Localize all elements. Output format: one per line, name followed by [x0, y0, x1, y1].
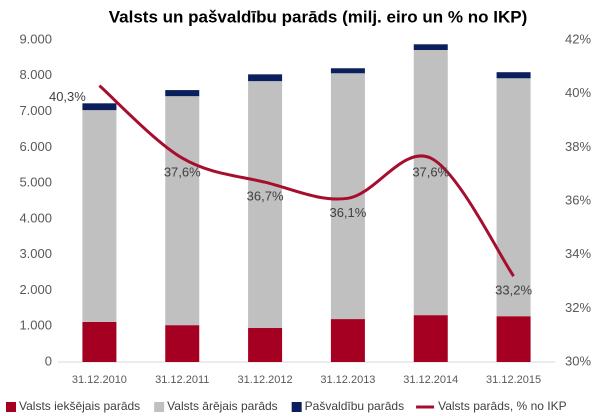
bar-segment: [82, 110, 117, 322]
line: [98, 84, 515, 277]
legend-label: Pašvaldību parāds: [305, 399, 404, 413]
y2-tick-label: 42%: [565, 31, 591, 46]
bar-segment: [496, 78, 531, 317]
y2-tick-label: 40%: [565, 85, 591, 100]
y2-tick-label: 32%: [565, 300, 591, 315]
data-label: 40,3%: [49, 89, 86, 104]
x-tick-label: 31.12.2011: [155, 374, 209, 386]
x-tick-label: 31.12.2012: [238, 374, 293, 386]
bar-segment: [165, 325, 200, 362]
y-tick-label: 9.000: [19, 31, 52, 46]
y-tick-label: 2.000: [19, 282, 52, 297]
bar-segment: [165, 96, 200, 326]
x-tick-label: 31.12.2015: [486, 374, 541, 386]
data-label: 37,6%: [164, 165, 201, 180]
data-label: 36,7%: [247, 189, 284, 204]
y-tick-label: 7.000: [19, 103, 52, 118]
legend-label: Valsts iekšējais parāds: [19, 399, 140, 413]
y2-tick-label: 36%: [565, 192, 591, 207]
bar-segment: [82, 103, 117, 111]
x-tick-label: 31.12.2010: [72, 374, 127, 386]
legend-label: Valsts ārējais parāds: [167, 399, 278, 413]
x-tick-label: 31.12.2014: [403, 374, 458, 386]
legend-symbol: [291, 402, 302, 412]
bar-segment: [413, 50, 448, 316]
y-tick-label: 6.000: [19, 139, 52, 154]
y-tick-label: 8.000: [19, 67, 52, 82]
bar-segment: [248, 74, 283, 82]
bar-segment: [165, 90, 200, 97]
y2-tick-label: 38%: [565, 139, 591, 154]
legend-label: Valsts parāds, % no IKP: [438, 399, 567, 413]
bar-segment: [413, 315, 448, 362]
data-label: 36,1%: [329, 205, 366, 220]
bar-segment: [82, 321, 117, 362]
data-label: 33,2%: [495, 283, 532, 298]
bar-segment: [248, 328, 283, 362]
y-tick-label: 1.000: [19, 318, 52, 333]
y-tick-label: 4.000: [19, 210, 52, 225]
bar-segment: [330, 68, 365, 74]
bar-segment: [496, 72, 531, 79]
y-tick-label: 0: [45, 353, 52, 368]
data-label: 37,6%: [412, 165, 449, 180]
y2-tick-label: 30%: [565, 353, 591, 368]
bar-segment: [248, 81, 283, 329]
legend-symbol: [154, 402, 165, 412]
bar-segment: [330, 319, 365, 362]
legend-symbol: [6, 402, 16, 412]
chart-title: Valsts un pašvaldību parāds (milj. eiro …: [109, 7, 527, 26]
bar-segment: [330, 73, 365, 320]
x-tick-label: 31.12.2013: [320, 374, 375, 386]
y2-tick-label: 34%: [565, 246, 591, 261]
bar-segment: [496, 316, 531, 362]
bar-segment: [413, 44, 448, 51]
y-tick-label: 5.000: [19, 175, 52, 190]
y-tick-label: 3.000: [19, 246, 52, 261]
